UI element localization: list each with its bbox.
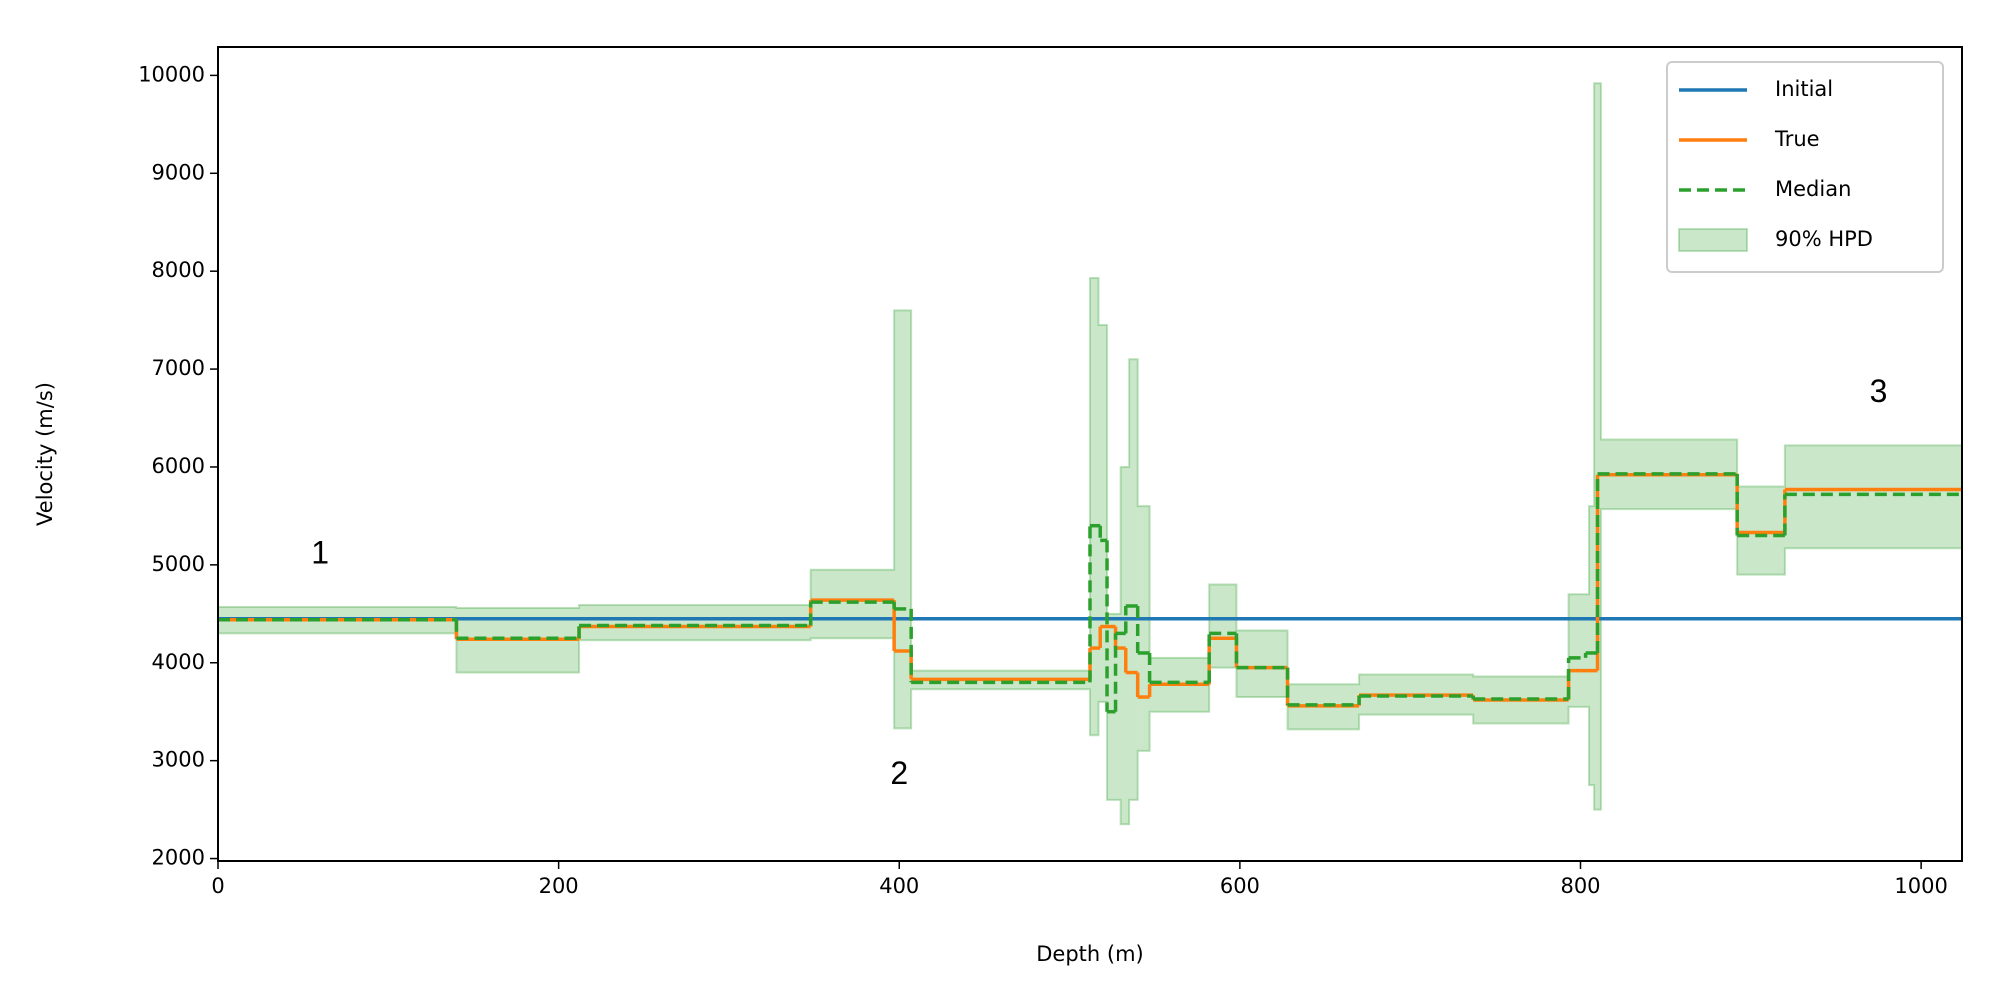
hpd-band	[579, 605, 811, 641]
hpd-band	[1568, 594, 1590, 707]
y-tick-label: 2000	[152, 846, 205, 870]
y-tick-label: 8000	[152, 258, 205, 282]
hpd-band	[1129, 359, 1138, 800]
plot-area	[218, 82, 1962, 826]
y-tick-label: 5000	[152, 552, 205, 576]
x-tick-label: 400	[879, 874, 919, 898]
legend-label: Initial	[1775, 77, 1833, 101]
x-tick-label: 1000	[1894, 874, 1947, 898]
y-axis-label: Velocity (m/s)	[33, 382, 57, 526]
legend-swatch	[1678, 228, 1748, 252]
x-tick-label: 0	[211, 874, 224, 898]
legend-label: Median	[1775, 177, 1851, 201]
hpd-band	[810, 569, 895, 639]
legend-label: 90% HPD	[1775, 227, 1873, 251]
y-tick-label: 6000	[152, 454, 205, 478]
hpd-band	[1137, 506, 1150, 751]
legend-box	[1666, 61, 1944, 273]
x-tick-label: 800	[1560, 874, 1600, 898]
x-tick-label: 600	[1220, 874, 1260, 898]
annotation: 1	[311, 535, 329, 571]
annotation: 2	[890, 755, 908, 791]
y-tick-label: 7000	[152, 356, 205, 380]
legend-label: True	[1774, 127, 1820, 151]
hpd-band	[1589, 506, 1595, 786]
hpd-band	[1236, 630, 1288, 698]
y-tick-label: 9000	[152, 160, 205, 184]
axes-frame	[217, 46, 1963, 862]
hpd-band	[1090, 278, 1099, 736]
x-tick-label: 200	[539, 874, 579, 898]
hpd-band	[1209, 584, 1237, 668]
y-tick-label: 4000	[152, 650, 205, 674]
hpd-band	[894, 310, 912, 729]
hpd-band	[1120, 466, 1130, 825]
x-axis-label: Depth (m)	[1036, 942, 1143, 966]
annotation: 3	[1870, 373, 1888, 409]
hpd-band	[1098, 325, 1108, 702]
hpd-band	[1594, 83, 1601, 810]
y-tick-label: 10000	[138, 62, 205, 86]
hpd-band	[1737, 486, 1785, 575]
y-tick-label: 3000	[152, 748, 205, 772]
hpd-band	[1784, 445, 1962, 549]
